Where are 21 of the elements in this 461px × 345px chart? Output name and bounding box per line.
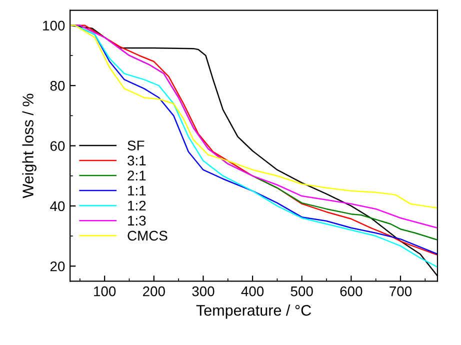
legend-label: SF xyxy=(128,140,144,150)
x-tick-label: 500 xyxy=(290,286,313,296)
y-axis-title: Weight loss / % xyxy=(22,94,36,198)
legend-label: 1:3 xyxy=(128,216,146,226)
x-tick-label: 600 xyxy=(340,286,362,296)
legend-label: 1:2 xyxy=(128,200,146,210)
legend-label: CMCS xyxy=(128,230,168,241)
y-tick-label: 80 xyxy=(50,80,65,91)
x-axis-title: Temperature / °C xyxy=(196,304,312,319)
x-tick-label: 400 xyxy=(241,286,264,296)
x-tick-label: 200 xyxy=(143,286,165,296)
x-tick-label: 100 xyxy=(94,286,116,296)
y-tick-label: 20 xyxy=(50,261,65,272)
legend-label: 1:1 xyxy=(128,186,146,196)
x-tick-label: 700 xyxy=(390,286,412,296)
legend-label: 3:1 xyxy=(128,156,146,166)
legend-label: 2:1 xyxy=(128,170,146,180)
y-tick-label: 100 xyxy=(43,20,65,31)
x-tick-label: 300 xyxy=(192,286,214,296)
y-tick-label: 40 xyxy=(50,201,65,212)
y-tick-label: 60 xyxy=(50,141,65,151)
